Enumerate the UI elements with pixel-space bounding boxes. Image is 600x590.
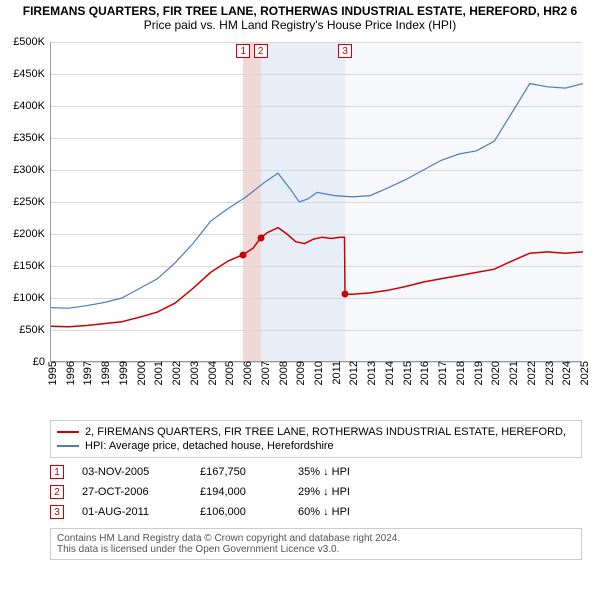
y-tick-label: £350K xyxy=(13,132,51,144)
event-row-marker: 1 xyxy=(50,465,64,479)
x-tick-label: 2025 xyxy=(575,361,591,385)
title-block: FIREMANS QUARTERS, FIR TREE LANE, ROTHER… xyxy=(0,0,600,34)
x-tick-label: 2024 xyxy=(557,361,573,385)
x-tick-label: 2020 xyxy=(486,361,502,385)
title-line2: Price paid vs. HM Land Registry's House … xyxy=(10,18,590,32)
event-diff: 35% ↓ HPI xyxy=(298,466,350,478)
x-tick-label: 1997 xyxy=(78,361,94,385)
legend-row: 2, FIREMANS QUARTERS, FIR TREE LANE, ROT… xyxy=(57,425,575,439)
plot-area: £0£50K£100K£150K£200K£250K£300K£350K£400… xyxy=(50,42,582,362)
event-price: £167,750 xyxy=(200,466,280,478)
series-hpi xyxy=(51,84,583,309)
x-tick-label: 2000 xyxy=(132,361,148,385)
x-tick-label: 2003 xyxy=(185,361,201,385)
y-tick-label: £50K xyxy=(19,324,51,336)
x-tick-label: 2012 xyxy=(344,361,360,385)
y-tick-label: £100K xyxy=(13,292,51,304)
event-row: 2 27-OCT-2006 £194,000 29% ↓ HPI xyxy=(50,482,582,502)
y-tick-label: £450K xyxy=(13,68,51,80)
events-table: 1 03-NOV-2005 £167,750 35% ↓ HPI 2 27-OCT-200… xyxy=(50,462,582,522)
event-date: 27-OCT-2006 xyxy=(82,486,182,498)
x-tick-label: 2008 xyxy=(274,361,290,385)
footer: Contains HM Land Registry data © Crown c… xyxy=(50,528,582,560)
x-tick-label: 2019 xyxy=(469,361,485,385)
legend: 2, FIREMANS QUARTERS, FIR TREE LANE, ROT… xyxy=(50,420,582,458)
x-tick-label: 2015 xyxy=(398,361,414,385)
event-date: 01-AUG-2011 xyxy=(82,506,182,518)
x-tick-label: 2017 xyxy=(433,361,449,385)
chart: £0£50K£100K£150K£200K£250K£300K£350K£400… xyxy=(0,34,600,414)
event-price: £194,000 xyxy=(200,486,280,498)
event-date: 03-NOV-2005 xyxy=(82,466,182,478)
legend-row: HPI: Average price, detached house, Here… xyxy=(57,439,575,453)
x-tick-label: 2011 xyxy=(327,361,343,385)
x-tick-label: 2018 xyxy=(451,361,467,385)
event-marker-box: 2 xyxy=(254,44,268,58)
x-tick-label: 1998 xyxy=(96,361,112,385)
event-marker-box: 1 xyxy=(236,44,250,58)
y-tick-label: £400K xyxy=(13,100,51,112)
x-tick-label: 2023 xyxy=(540,361,556,385)
title-line1: FIREMANS QUARTERS, FIR TREE LANE, ROTHER… xyxy=(10,4,590,18)
event-diff: 29% ↓ HPI xyxy=(298,486,350,498)
event-diff: 60% ↓ HPI xyxy=(298,506,350,518)
event-price: £106,000 xyxy=(200,506,280,518)
legend-swatch xyxy=(57,431,79,433)
series-svg xyxy=(51,42,583,362)
x-tick-label: 1996 xyxy=(61,361,77,385)
x-tick-label: 2010 xyxy=(309,361,325,385)
y-tick-label: £500K xyxy=(13,36,51,48)
x-tick-label: 2009 xyxy=(291,361,307,385)
x-tick-label: 1995 xyxy=(43,361,59,385)
event-row-marker: 2 xyxy=(50,485,64,499)
y-tick-label: £150K xyxy=(13,260,51,272)
event-marker-dot xyxy=(342,291,349,298)
legend-label: 2, FIREMANS QUARTERS, FIR TREE LANE, ROT… xyxy=(85,426,566,438)
x-tick-label: 2014 xyxy=(380,361,396,385)
x-tick-label: 2022 xyxy=(522,361,538,385)
x-tick-label: 2013 xyxy=(362,361,378,385)
footer-line2: This data is licensed under the Open Gov… xyxy=(57,544,575,555)
event-row-marker: 3 xyxy=(50,505,64,519)
event-marker-box: 3 xyxy=(338,44,352,58)
x-tick-label: 2002 xyxy=(167,361,183,385)
x-tick-label: 2004 xyxy=(203,361,219,385)
event-marker-dot xyxy=(240,251,247,258)
series-price_paid xyxy=(51,228,583,327)
y-tick-label: £200K xyxy=(13,228,51,240)
x-tick-label: 2006 xyxy=(238,361,254,385)
x-tick-label: 2005 xyxy=(220,361,236,385)
chart-container: FIREMANS QUARTERS, FIR TREE LANE, ROTHER… xyxy=(0,0,600,560)
event-row: 1 03-NOV-2005 £167,750 35% ↓ HPI xyxy=(50,462,582,482)
legend-label: HPI: Average price, detached house, Here… xyxy=(85,440,334,452)
x-tick-label: 2001 xyxy=(149,361,165,385)
y-tick-label: £250K xyxy=(13,196,51,208)
event-marker-dot xyxy=(257,234,264,241)
footer-line1: Contains HM Land Registry data © Crown c… xyxy=(57,533,575,544)
x-tick-label: 2007 xyxy=(256,361,272,385)
y-tick-label: £300K xyxy=(13,164,51,176)
legend-swatch xyxy=(57,445,79,447)
x-tick-label: 1999 xyxy=(114,361,130,385)
x-tick-label: 2021 xyxy=(504,361,520,385)
event-row: 3 01-AUG-2011 £106,000 60% ↓ HPI xyxy=(50,502,582,522)
x-tick-label: 2016 xyxy=(415,361,431,385)
